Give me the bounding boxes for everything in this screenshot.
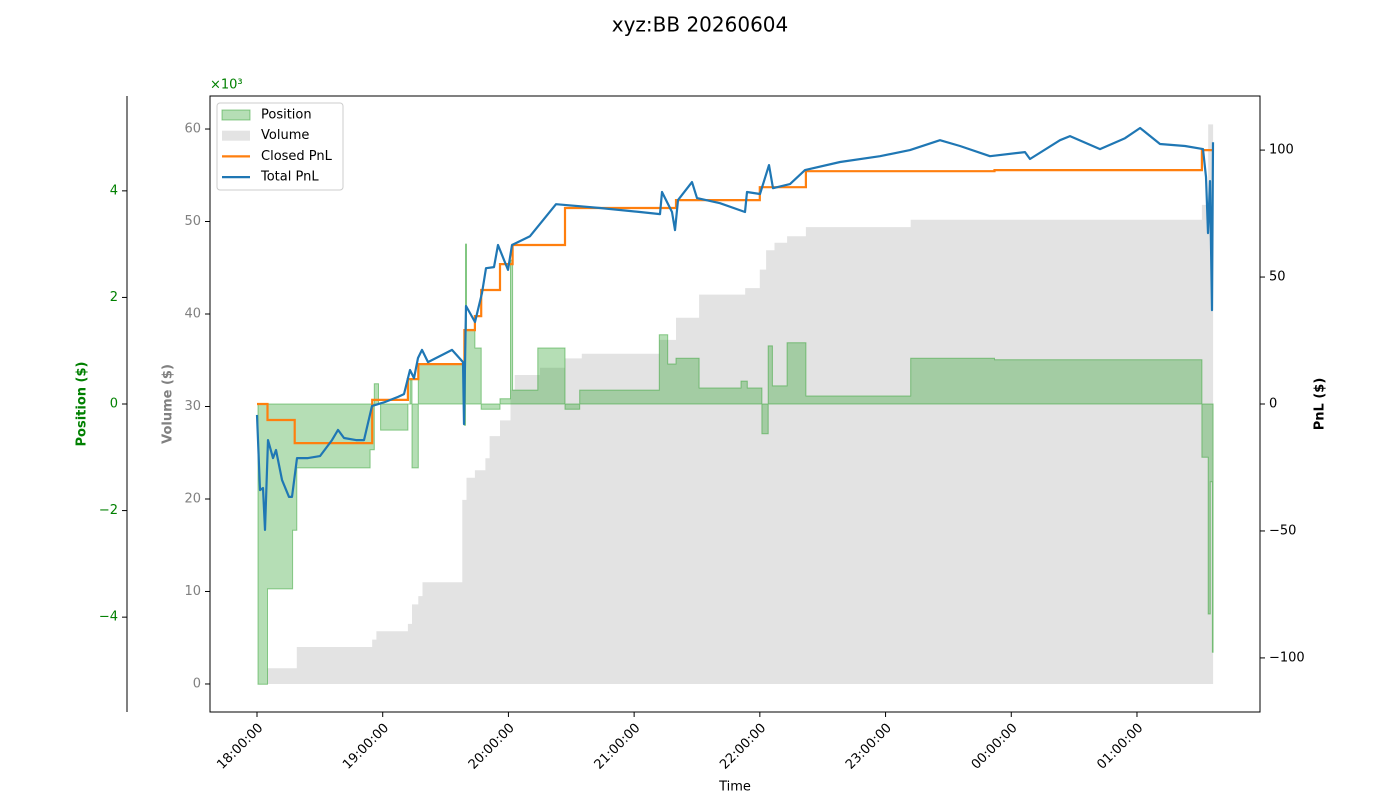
chart-title: xyz:BB 20260604 — [612, 13, 789, 37]
volume-tick-label: 50 — [184, 214, 201, 229]
x-axis-label: Time — [718, 780, 751, 795]
legend-box — [216, 102, 344, 191]
closed-pnl-line — [257, 149, 1213, 445]
legend-label: Position — [261, 108, 312, 123]
legend-label: Volume — [261, 128, 309, 143]
position-axis-label: Position ($) — [75, 362, 90, 447]
legend-swatch — [222, 130, 250, 141]
pnl-axis-label: PnL ($) — [1313, 378, 1328, 431]
pnl-tick-label: 0 — [1269, 397, 1277, 412]
volume-tick-label: 40 — [184, 307, 201, 322]
position-tick-label: 0 — [110, 397, 118, 412]
pnl-tick-label: 50 — [1269, 270, 1286, 285]
volume-tick-label: 30 — [184, 399, 201, 414]
position-tick-label: 2 — [110, 290, 118, 305]
pnl-tick-label: 100 — [1269, 143, 1294, 158]
position-tick-label: −4 — [99, 610, 118, 625]
legend-label: Total PnL — [260, 170, 319, 185]
legend-label: Closed PnL — [261, 149, 333, 164]
position-offset-label: ×10³ — [210, 78, 243, 93]
total-pnl-line — [255, 126, 1215, 531]
pnl-tick-label: −50 — [1269, 523, 1296, 538]
volume-axis-label: Volume ($) — [161, 364, 176, 444]
plot-area — [255, 124, 1215, 685]
pnl-tick-label: −100 — [1269, 650, 1305, 665]
legend-swatch — [221, 109, 251, 121]
position-tick-label: 4 — [110, 183, 118, 198]
volume-tick-label: 20 — [184, 491, 201, 506]
volume-tick-label: 10 — [184, 584, 201, 599]
volume-tick-label: 0 — [193, 676, 201, 691]
legend: Position Volume Closed PnL Total PnL — [216, 102, 344, 191]
position-tick-label: −2 — [99, 503, 118, 518]
volume-tick-label: 60 — [184, 122, 201, 137]
